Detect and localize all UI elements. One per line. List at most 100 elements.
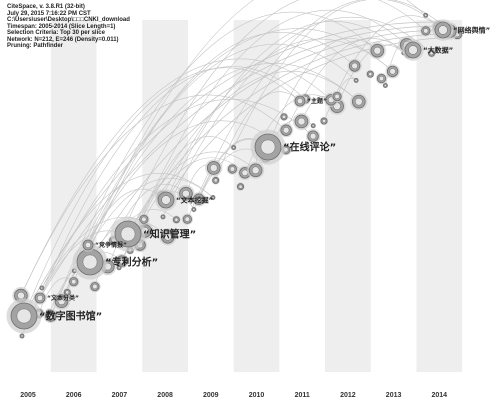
keyword-node[interactable] — [385, 64, 400, 79]
keyword-node[interactable] — [138, 213, 150, 225]
year-axis-label: 2012 — [340, 392, 356, 399]
year-axis-label: 2010 — [249, 392, 265, 399]
year-axis-label: 2011 — [295, 392, 310, 399]
keyword-node[interactable] — [305, 129, 321, 144]
keyword-node[interactable] — [68, 276, 80, 288]
cooccurrence-link — [50, 28, 393, 317]
year-axis-label: 2006 — [66, 392, 82, 399]
keyword-node[interactable] — [181, 213, 194, 225]
cooccurrence-link — [39, 25, 439, 299]
keyword-node[interactable] — [52, 292, 71, 310]
keyword-node[interactable] — [159, 228, 177, 246]
keyword-label[interactable]: “文本挖掘” — [176, 195, 213, 204]
cooccurrence-link — [50, 11, 378, 317]
keyword-node[interactable] — [250, 129, 286, 165]
cooccurrence-link — [23, 21, 439, 317]
year-axis-label: 2009 — [203, 392, 219, 399]
year-band — [416, 20, 463, 372]
keyword-node[interactable] — [230, 144, 237, 151]
cooccurrence-link — [187, 0, 450, 220]
keyword-node[interactable] — [226, 163, 239, 175]
cooccurrence-link — [89, 29, 439, 263]
keyword-node[interactable] — [368, 42, 386, 60]
year-axis-label: 2014 — [432, 392, 448, 399]
keyword-node[interactable] — [63, 288, 72, 297]
keyword-node[interactable] — [19, 333, 25, 339]
keyword-node[interactable] — [278, 123, 294, 138]
cooccurrence-link — [165, 37, 439, 201]
network-info-panel: CiteSpace, v. 3.8.R1 (32-bit) July 29, 2… — [7, 4, 130, 50]
cooccurrence-link — [323, 15, 444, 122]
keyword-node[interactable] — [366, 69, 375, 79]
keyword-node[interactable] — [114, 253, 129, 269]
year-band — [325, 20, 371, 372]
keyword-node[interactable] — [155, 189, 177, 211]
keyword-node[interactable] — [310, 123, 316, 129]
cooccurrence-link — [91, 32, 355, 247]
keyword-node[interactable] — [6, 298, 42, 334]
keyword-node[interactable] — [172, 215, 181, 224]
year-axis-label: 2007 — [112, 392, 128, 399]
keyword-node[interactable] — [210, 194, 216, 201]
keyword-node[interactable] — [211, 176, 220, 185]
keyword-node[interactable] — [177, 185, 195, 203]
keyword-label[interactable]: “网络舆情” — [453, 25, 490, 34]
cooccurrence-link — [118, 70, 359, 268]
timestamp: July 29, 2015 7:16:22 PM CST — [7, 10, 91, 17]
keyword-node[interactable] — [191, 192, 206, 207]
keyword-label[interactable]: “文本分类” — [47, 294, 79, 302]
keyword-node[interactable] — [81, 238, 95, 252]
keyword-node[interactable] — [33, 291, 47, 305]
timespan: Timespan: 2005-2014 (Slice Length=1) — [7, 23, 116, 30]
network-stats: Network: N=212, E=246 (Density=0.011) — [7, 36, 119, 43]
keyword-label[interactable]: “主题” — [307, 97, 327, 105]
cooccurrence-link — [233, 0, 440, 148]
keyword-node[interactable] — [420, 25, 432, 37]
keyword-node[interactable] — [427, 49, 436, 58]
keyword-node[interactable] — [292, 112, 311, 131]
year-axis-label: 2008 — [157, 392, 173, 399]
keyword-node[interactable] — [43, 308, 58, 324]
keyword-node[interactable] — [72, 244, 108, 280]
keyword-node[interactable] — [160, 214, 166, 220]
keyword-node[interactable] — [319, 116, 329, 126]
keyword-label[interactable]: “竞争情报” — [95, 241, 127, 249]
keyword-node[interactable] — [191, 206, 197, 213]
cooccurrence-link — [74, 120, 287, 271]
keyword-node[interactable] — [375, 72, 388, 85]
cooccurrence-link — [23, 67, 301, 317]
keyword-label[interactable]: “专利分析” — [105, 256, 158, 269]
cooccurrence-link — [165, 20, 405, 201]
keyword-node[interactable] — [110, 216, 146, 252]
keyword-node[interactable] — [350, 93, 368, 111]
keyword-node[interactable] — [39, 285, 45, 291]
keyword-node[interactable] — [293, 94, 307, 108]
keyword-label[interactable]: “数字图书馆” — [39, 310, 102, 323]
cooccurrence-link — [162, 38, 393, 197]
selection-criteria: Selection Criteria: Top 30 per slice — [7, 30, 105, 36]
cooccurrence-link — [107, 0, 426, 267]
keyword-node[interactable] — [89, 280, 101, 293]
keyword-node[interactable] — [422, 12, 429, 18]
keyword-label[interactable]: “知识管理” — [143, 228, 196, 241]
keyword-label[interactable]: “大数据” — [423, 45, 453, 54]
keyword-node[interactable] — [116, 265, 122, 271]
keyword-node[interactable] — [432, 19, 454, 41]
keyword-node[interactable] — [353, 77, 359, 84]
keyword-node[interactable] — [205, 159, 223, 177]
keyword-node[interactable] — [279, 112, 289, 122]
cooccurrence-link — [20, 58, 332, 296]
keyword-node[interactable] — [236, 182, 245, 191]
keyword-label[interactable]: “在线评论” — [283, 141, 336, 154]
cooccurrence-link — [127, 33, 439, 235]
keyword-node[interactable] — [246, 161, 265, 179]
cooccurrence-link — [127, 151, 256, 235]
keyword-node[interactable] — [402, 39, 424, 61]
year-axis-label: 2013 — [386, 392, 402, 399]
keyword-node[interactable] — [382, 82, 389, 89]
keyword-node[interactable] — [331, 90, 343, 103]
data-directory: C:\Users\user\Desktop\□□□CNKI_download — [7, 17, 130, 23]
keyword-node[interactable] — [347, 58, 362, 74]
